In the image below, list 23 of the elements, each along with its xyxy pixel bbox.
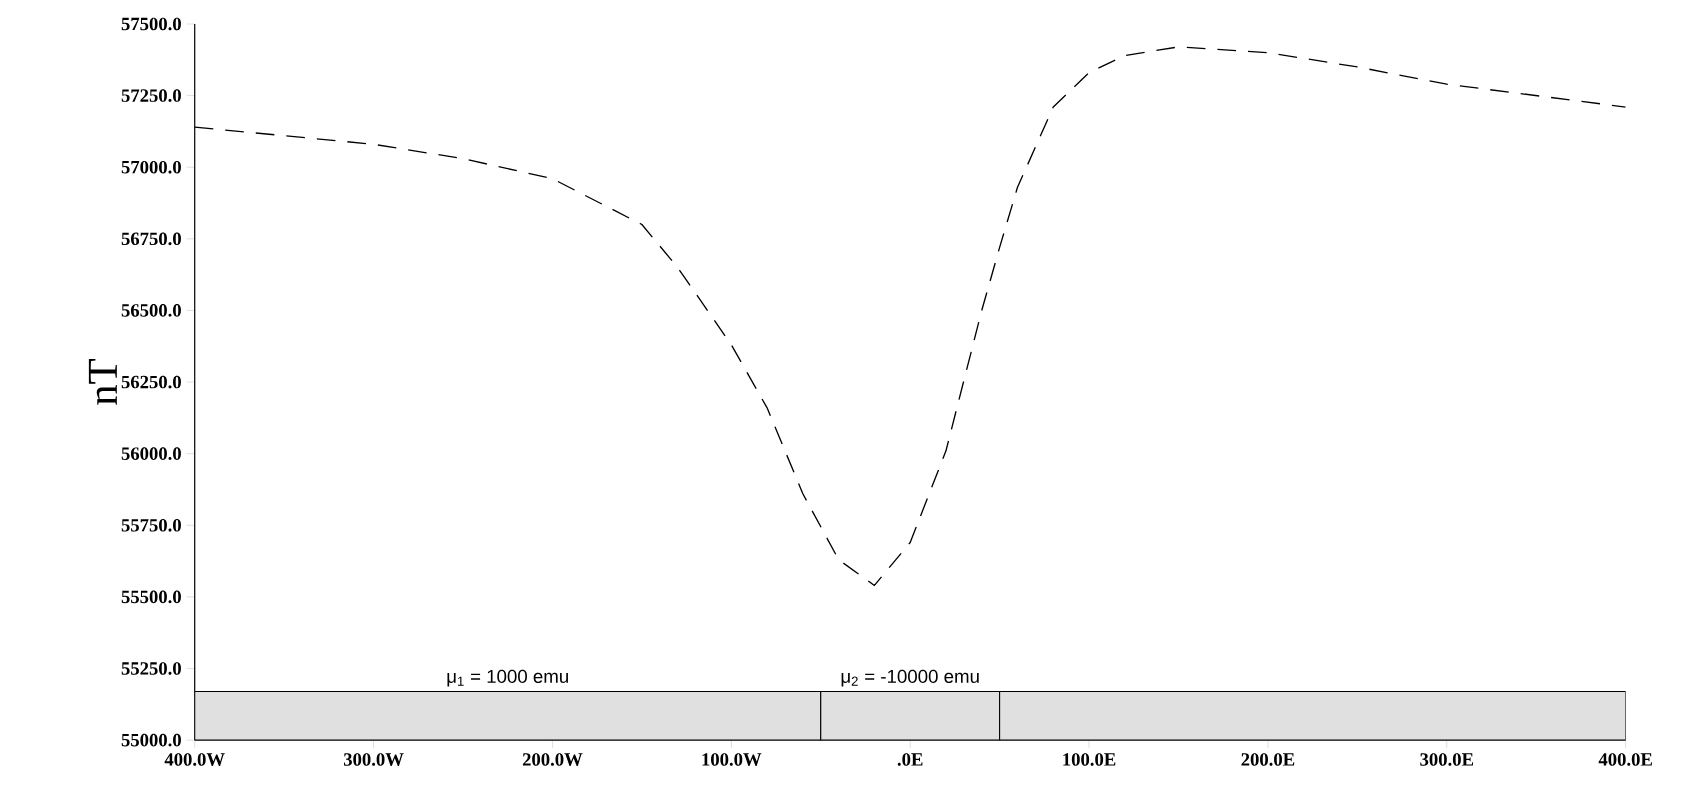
band-label: μ$_{2}$ = -10000 emu — [841, 669, 979, 687]
y-tick-label: 56500.0 — [121, 304, 181, 317]
x-tick-label: 300.0E — [1420, 753, 1474, 766]
y-axis-title: nT — [88, 359, 117, 405]
x-tick-label: 300.0W — [343, 753, 404, 766]
band-label: μ$_{1}$ = 1000 emu — [447, 669, 568, 687]
x-tick-label: 100.0E — [1063, 753, 1116, 766]
y-tick-label: 55000.0 — [121, 733, 181, 747]
y-tick-label: 57000.0 — [121, 160, 181, 174]
x-tick-label: 400.0W — [164, 753, 225, 766]
x-tick-label: 400.0E — [1598, 753, 1652, 766]
y-tick-label: 57250.0 — [121, 89, 181, 102]
y-tick-label: 55500.0 — [121, 590, 181, 604]
y-tick-label: 56000.0 — [121, 447, 181, 460]
y-tick-label: 55250.0 — [121, 662, 181, 675]
y-tick-label: 56750.0 — [121, 232, 181, 246]
x-tick-label: 200.0W — [522, 753, 583, 766]
x-tick-label: 200.0E — [1241, 753, 1295, 766]
y-tick-label: 56250.0 — [121, 375, 181, 389]
y-tick-label: 55750.0 — [121, 518, 181, 532]
x-tick-label: .0E — [897, 753, 923, 766]
y-tick-label: 57500.0 — [121, 17, 181, 31]
x-tick-label: 100.0W — [702, 753, 762, 766]
